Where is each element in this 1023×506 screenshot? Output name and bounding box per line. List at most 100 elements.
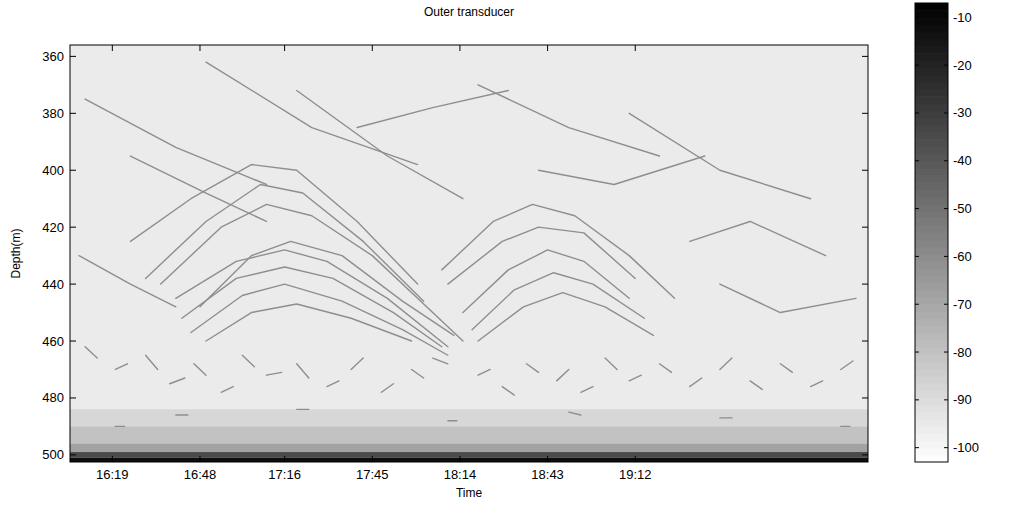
- colorbar-tick-label: -10: [953, 10, 972, 25]
- colorbar-tick: [915, 304, 919, 305]
- colorbar-step: [915, 455, 948, 463]
- y-tick-label: 400: [42, 163, 64, 178]
- colorbar-step: [915, 139, 948, 147]
- colorbar-step: [915, 39, 948, 47]
- colorbar-step: [915, 440, 948, 448]
- track: [557, 369, 569, 380]
- y-tick: [862, 56, 868, 57]
- colorbar-tick-label: -80: [953, 345, 972, 360]
- colorbar-step: [915, 283, 948, 291]
- colorbar-tick-label: -70: [953, 297, 972, 312]
- track: [659, 364, 671, 373]
- colorbar-step: [915, 347, 948, 355]
- y-tick: [862, 454, 868, 455]
- colorbar-step: [915, 17, 948, 25]
- track: [569, 412, 581, 415]
- track: [690, 221, 826, 255]
- track: [194, 364, 206, 375]
- y-tick: [862, 397, 868, 398]
- track: [526, 364, 538, 373]
- colorbar-step: [915, 376, 948, 384]
- track: [146, 355, 158, 369]
- colorbar-tick: [944, 208, 948, 209]
- track: [161, 204, 463, 341]
- colorbar-step: [915, 240, 948, 248]
- colorbar-tick: [915, 399, 919, 400]
- y-tick-label: 360: [42, 49, 64, 64]
- x-tick-label: 16:19: [96, 467, 129, 482]
- y-tick: [862, 170, 868, 171]
- track: [841, 426, 850, 427]
- track: [750, 381, 762, 390]
- colorbar-step: [915, 46, 948, 54]
- colorbar-tick: [944, 447, 948, 448]
- track: [478, 293, 653, 341]
- colorbar-step: [915, 118, 948, 126]
- colorbar-frame: [915, 3, 948, 462]
- x-tick-label: 17:16: [268, 467, 301, 482]
- x-tick-label: 16:48: [184, 467, 217, 482]
- colorbar-step: [915, 412, 948, 420]
- plot-area: [70, 62, 868, 462]
- colorbar-tick: [915, 256, 919, 257]
- chart: 16:1916:4817:1617:4518:1418:4319:1236038…: [0, 0, 1023, 506]
- colorbar-step: [915, 168, 948, 176]
- x-tick-label: 19:12: [619, 467, 652, 482]
- colorbar-tick: [944, 160, 948, 161]
- colorbar-tick: [944, 17, 948, 18]
- colorbar-tick-label: -90: [953, 392, 972, 407]
- track: [115, 364, 127, 370]
- colorbar-step: [915, 383, 948, 391]
- y-tick-label: 380: [42, 106, 64, 121]
- colorbar-step: [915, 433, 948, 441]
- track: [170, 378, 185, 384]
- colorbar-step: [915, 3, 948, 11]
- colorbar-step: [915, 247, 948, 255]
- x-tick: [112, 45, 113, 51]
- x-tick-label: 17:45: [356, 467, 389, 482]
- colorbar-step: [915, 297, 948, 305]
- colorbar-tick: [944, 399, 948, 400]
- colorbar-step: [915, 311, 948, 319]
- x-tick: [635, 456, 636, 462]
- colorbar-step: [915, 82, 948, 90]
- colorbar-step: [915, 390, 948, 398]
- track: [502, 387, 514, 396]
- colorbar-step: [915, 354, 948, 362]
- colorbar-step: [915, 218, 948, 226]
- y-tick-label: 480: [42, 390, 64, 405]
- colorbar-tick: [915, 447, 919, 448]
- track: [605, 358, 617, 369]
- colorbar-step: [915, 132, 948, 140]
- y-tick: [862, 113, 868, 114]
- y-tick: [862, 341, 868, 342]
- colorbar-step: [915, 254, 948, 262]
- colorbar-tick-label: -100: [953, 440, 979, 455]
- colorbar-step: [915, 233, 948, 241]
- colorbar-tick: [944, 352, 948, 353]
- colorbar-step: [915, 182, 948, 190]
- x-tick: [199, 45, 200, 51]
- colorbar-step: [915, 125, 948, 133]
- track: [242, 355, 254, 366]
- track: [85, 347, 97, 358]
- track: [720, 284, 856, 312]
- colorbar-step: [915, 225, 948, 233]
- x-tick: [284, 456, 285, 462]
- track: [130, 156, 266, 221]
- colorbar-step: [915, 60, 948, 68]
- colorbar: [915, 3, 948, 463]
- x-tick: [459, 45, 460, 51]
- y-tick-label: 420: [42, 220, 64, 235]
- track: [206, 62, 418, 164]
- track: [412, 369, 424, 378]
- track: [221, 387, 233, 393]
- track: [176, 414, 188, 415]
- colorbar-step: [915, 268, 948, 276]
- track: [472, 273, 644, 330]
- track: [297, 409, 309, 410]
- colorbar-step: [915, 276, 948, 284]
- seabed-band: [70, 409, 868, 426]
- track: [79, 256, 176, 307]
- colorbar-tick: [915, 208, 919, 209]
